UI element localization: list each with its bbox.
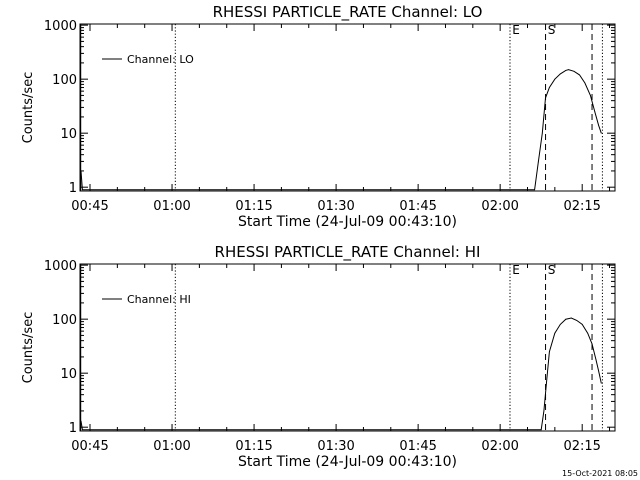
panel-1-data-point [573, 70, 575, 72]
panel-1-x-tick-label: 00:45 [71, 199, 108, 214]
panel-2-x-tick-label: 00:45 [71, 439, 108, 454]
panel-1-data-point [80, 170, 82, 172]
panel-2-data-point [82, 429, 83, 431]
panel-1-plot-frame [79, 23, 616, 192]
panel-2-event-marker-label: E [512, 263, 520, 277]
panel-1-event-marker-label: E [512, 23, 520, 37]
panel-2-data-point [595, 359, 597, 360]
panel-2-y-tick-label: 100 [52, 313, 77, 328]
panel-1-legend-label: Channel: LO [127, 53, 194, 66]
panel-1-data-point [584, 82, 586, 84]
panel-2-chart-title: RHESSI PARTICLE_RATE Channel: HI [215, 243, 481, 262]
panel-2-data-point [600, 382, 602, 384]
panel-2-data-point [581, 324, 583, 325]
panel-1-data-point [600, 132, 602, 134]
panel-2-data-point [549, 351, 550, 353]
panel-1-x-tick-label: 01:30 [317, 199, 354, 214]
panel-2-x-tick-label: 01:30 [317, 439, 354, 454]
panel-1-data-point [549, 87, 550, 88]
panel-1-chart-title: RHESSI PARTICLE_RATE Channel: LO [213, 3, 483, 22]
panel-1-data-point [559, 73, 561, 75]
panel-1-data-point [568, 69, 569, 70]
panel-2-data-point [543, 410, 545, 412]
panel-2-y-tick-label: 1 [69, 421, 77, 436]
panel-1-x-tick-label: 01:00 [153, 199, 190, 214]
panel-1-event-marker-label: S [548, 23, 556, 37]
panel-2-x-axis-label: Start Time (24-Jul-09 00:43:10) [238, 454, 457, 470]
panel-2-data-point [565, 318, 567, 320]
panel-1-y-tick-label: 10 [60, 127, 77, 142]
panel-1-data-point [538, 161, 539, 162]
panel-1-x-tick-label: 01:45 [399, 199, 436, 214]
panel-2-y-tick-label: 10 [60, 367, 77, 382]
panel-1-data-point [554, 78, 556, 80]
panel-2-x-tick-label: 02:00 [481, 439, 518, 454]
panel-2-event-marker-label: S [548, 263, 556, 277]
panel-1-x-axis-label: Start Time (24-Jul-09 00:43:10) [238, 214, 457, 230]
panel-2-data-point [598, 370, 599, 372]
panel-1-x-tick-label: 01:15 [235, 199, 272, 214]
panel-1-x-tick-label: 02:00 [481, 199, 518, 214]
panel-1-data-point [594, 111, 596, 113]
panel-1-data-point [545, 97, 546, 99]
panel-2-x-tick-label: 01:15 [235, 439, 272, 454]
panel-2-y-tick-label: 1000 [44, 259, 77, 274]
panel-2-data-point [80, 420, 82, 422]
panel-1-data-point [565, 70, 567, 71]
panel-1-data-point [82, 189, 83, 191]
panel-2-x-tick-label: 01:45 [399, 439, 436, 454]
panel-2-x-tick-label: 02:15 [563, 439, 600, 454]
panel-2-legend-label: Channel: HI [127, 293, 191, 306]
panel-2-data-point [587, 332, 589, 334]
panel-2-data-point [576, 320, 578, 321]
panel-1-series-line-1 [80, 69, 602, 191]
panel-1-data-point [598, 124, 599, 126]
panel-2-plot-frame [79, 263, 616, 432]
panel-1-data-point [579, 74, 580, 76]
panel-2-data-point [559, 324, 561, 325]
panel-1-x-tick-label: 02:15 [563, 199, 600, 214]
panel-1-y-tick-label: 1000 [44, 19, 77, 34]
panel-1-data-point [534, 189, 535, 191]
panel-2-x-tick-label: 01:00 [153, 439, 190, 454]
print-timestamp: 15-Oct-2021 08:05 [562, 469, 638, 478]
panel-2-data-point [554, 332, 556, 334]
panel-2-data-point [570, 317, 572, 319]
panel-2-series-line-1 [80, 317, 602, 431]
panel-1-y-axis-label: Counts/sec [21, 72, 36, 144]
panel-1-y-tick-label: 100 [52, 73, 77, 88]
panel-2-y-axis-label: Counts/sec [21, 312, 36, 384]
panel-1-y-tick-label: 1 [69, 181, 77, 196]
panel-2-data-point [540, 429, 542, 431]
panel-2-data-point [546, 381, 547, 382]
panel-1-data-point [590, 95, 591, 96]
panel-2-data-point [591, 343, 593, 345]
panel-1-data-point [541, 132, 543, 134]
